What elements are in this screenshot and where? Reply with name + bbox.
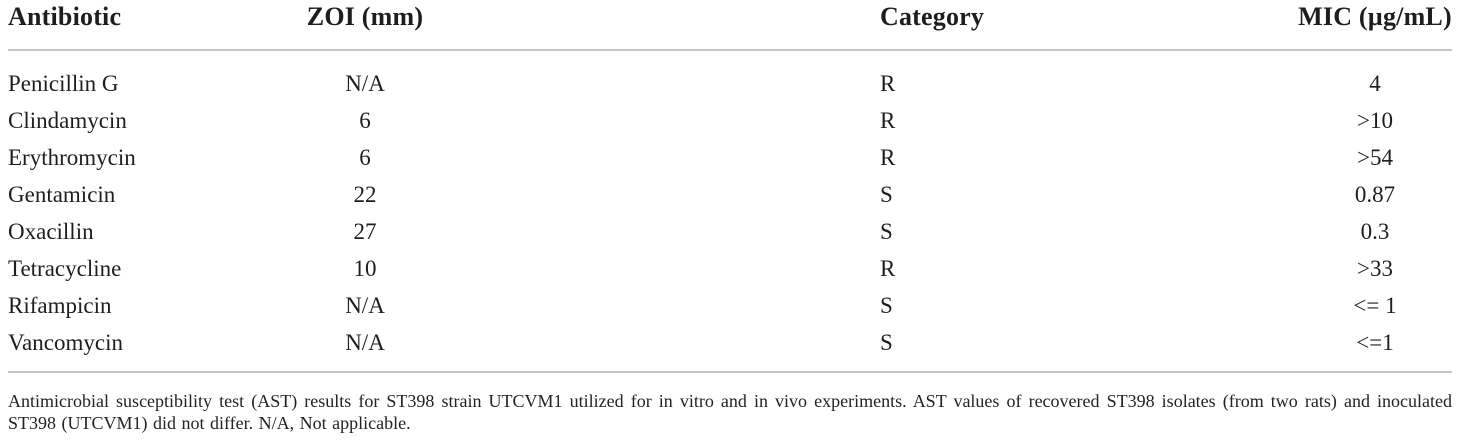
zoi-value-cell: 6 [359,108,371,133]
mic-value-cell: <=1 [1356,330,1394,355]
mic-value-cell: 0.3 [1360,219,1390,244]
antibiotic-name-cell: Vancomycin [8,330,123,355]
antibiotic-name-cell: Clindamycin [8,108,127,133]
table-row: Rifampicin N/A S <= 1 [8,287,1452,324]
zoi-value-cell: 10 [353,256,377,281]
category-value-cell: R [880,256,896,281]
antibiotic-name-cell: Gentamicin [8,182,116,207]
zoi-value-cell: N/A [345,330,385,355]
category-value-cell: R [880,108,896,133]
antibiotic-name-cell: Oxacillin [8,219,94,244]
zoi-value-cell: 27 [353,219,377,244]
zoi-value-cell: N/A [345,293,385,318]
column-header-category: Category [880,2,985,31]
mic-value-cell: >54 [1357,145,1393,170]
table-body: Penicillin G N/A R 4 Clindamycin 6 R >10… [8,51,1452,373]
table-row: Vancomycin N/A S <=1 [8,324,1452,361]
column-header-mic: MIC (µg/mL) [1298,2,1452,31]
mic-value-cell: >33 [1357,256,1393,281]
column-header-antibiotic: Antibiotic [8,2,122,31]
category-value-cell: S [880,219,893,244]
mic-value-cell: <= 1 [1353,293,1397,318]
mic-value-cell: >10 [1357,108,1393,133]
zoi-value-cell: N/A [345,71,385,96]
category-value-cell: R [880,71,896,96]
table-row: Oxacillin 27 S 0.3 [8,213,1452,250]
antibiotic-name-cell: Erythromycin [8,145,136,170]
column-header-zoi: ZOI (mm) [306,2,424,31]
category-value-cell: S [880,293,893,318]
table-row: Penicillin G N/A R 4 [8,65,1452,102]
table-row: Clindamycin 6 R >10 [8,102,1452,139]
mic-value-cell: 4 [1369,71,1381,96]
mic-value-cell: 0.87 [1354,182,1396,207]
table-row: Gentamicin 22 S 0.87 [8,176,1452,213]
zoi-value-cell: 22 [353,182,377,207]
antibiotic-name-cell: Tetracycline [8,256,122,281]
category-value-cell: R [880,145,896,170]
antibiotic-name-cell: Rifampicin [8,293,112,318]
zoi-value-cell: 6 [359,145,371,170]
table-header-row: Antibiotic ZOI (mm) Category MIC (µg/mL) [8,0,1452,51]
category-value-cell: S [880,330,893,355]
ast-results-table: Antibiotic ZOI (mm) Category MIC (µg/mL)… [8,0,1452,434]
table-row: Erythromycin 6 R >54 [8,139,1452,176]
category-value-cell: S [880,182,893,207]
antibiotic-name-cell: Penicillin G [8,71,119,96]
table-row: Tetracycline 10 R >33 [8,250,1452,287]
table-footnote: Antimicrobial susceptibility test (AST) … [8,391,1452,433]
